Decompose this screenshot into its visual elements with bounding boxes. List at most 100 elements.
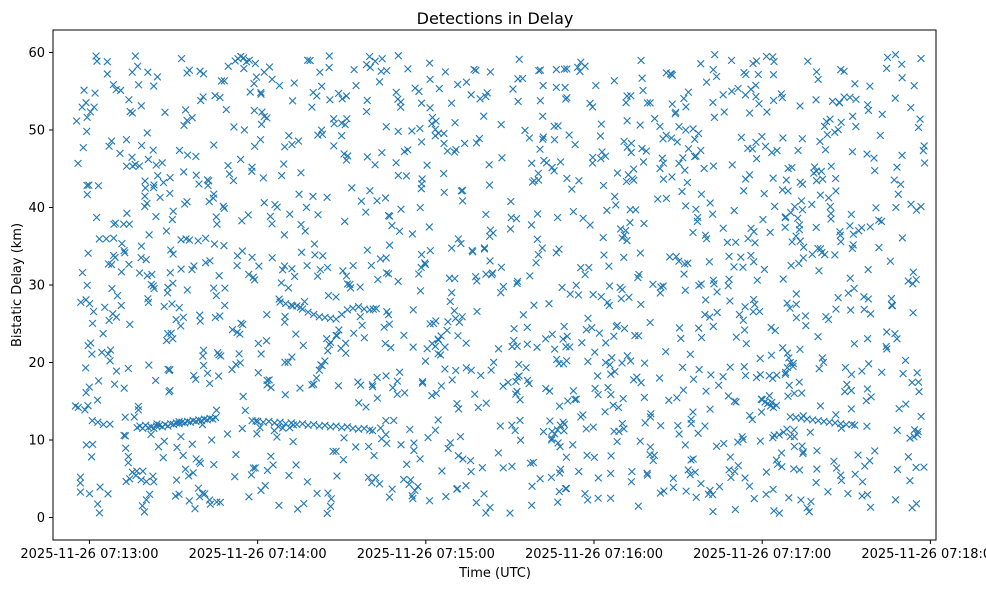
data-point bbox=[667, 134, 676, 142]
data-point bbox=[135, 269, 144, 277]
data-point bbox=[431, 426, 440, 434]
data-point bbox=[867, 393, 875, 401]
data-point bbox=[368, 382, 377, 391]
data-point bbox=[332, 447, 340, 456]
data-point bbox=[555, 402, 564, 410]
data-point bbox=[181, 106, 190, 114]
data-point bbox=[709, 322, 718, 331]
data-point bbox=[373, 196, 381, 205]
data-point bbox=[86, 108, 95, 116]
data-point bbox=[397, 205, 405, 214]
data-point bbox=[536, 96, 545, 105]
data-point bbox=[545, 299, 553, 308]
data-point bbox=[844, 289, 853, 297]
data-point bbox=[595, 329, 604, 337]
data-point bbox=[509, 85, 517, 93]
data-point bbox=[702, 234, 711, 243]
data-point bbox=[887, 294, 896, 303]
data-point bbox=[248, 163, 256, 172]
data-point bbox=[613, 321, 622, 330]
data-point bbox=[159, 178, 168, 187]
data-point bbox=[851, 470, 859, 479]
data-point bbox=[238, 424, 247, 433]
data-point bbox=[671, 108, 680, 117]
data-point bbox=[589, 423, 598, 431]
data-point bbox=[542, 159, 551, 167]
data-point bbox=[76, 298, 85, 307]
data-point bbox=[796, 345, 804, 354]
data-point bbox=[443, 326, 451, 335]
data-point bbox=[739, 263, 747, 272]
data-point bbox=[478, 463, 487, 472]
data-point bbox=[406, 476, 415, 484]
data-point bbox=[623, 92, 631, 100]
data-point bbox=[458, 313, 466, 321]
data-point bbox=[826, 202, 835, 211]
data-point bbox=[609, 401, 617, 410]
data-point bbox=[620, 324, 629, 333]
data-point bbox=[916, 115, 924, 123]
data-point bbox=[521, 126, 529, 135]
data-point bbox=[741, 303, 749, 311]
data-point bbox=[913, 430, 922, 439]
data-point bbox=[588, 103, 597, 111]
data-point bbox=[814, 332, 822, 341]
data-point bbox=[473, 307, 481, 316]
data-point bbox=[141, 202, 149, 211]
data-point bbox=[546, 417, 554, 425]
data-point bbox=[706, 405, 714, 413]
data-point bbox=[813, 465, 821, 473]
data-point bbox=[701, 296, 710, 304]
data-point bbox=[726, 297, 734, 305]
data-point bbox=[299, 341, 308, 350]
data-point bbox=[257, 350, 265, 358]
data-point bbox=[760, 265, 769, 274]
data-point bbox=[212, 406, 221, 414]
data-point bbox=[428, 391, 436, 400]
data-point bbox=[604, 383, 612, 392]
data-point bbox=[758, 132, 766, 141]
data-point bbox=[451, 366, 460, 375]
data-point bbox=[497, 120, 505, 129]
data-point bbox=[712, 442, 721, 451]
data-point bbox=[786, 208, 795, 217]
data-point bbox=[846, 93, 854, 102]
data-point bbox=[638, 74, 646, 82]
data-point bbox=[641, 419, 649, 427]
data-point bbox=[325, 52, 334, 60]
data-point bbox=[165, 366, 174, 375]
data-point bbox=[870, 154, 878, 162]
data-point bbox=[125, 260, 133, 269]
data-point bbox=[232, 450, 240, 459]
data-point bbox=[316, 265, 325, 274]
data-point bbox=[891, 50, 900, 59]
data-point bbox=[183, 69, 191, 77]
data-point bbox=[295, 190, 303, 198]
data-point bbox=[428, 120, 436, 128]
data-point bbox=[332, 331, 340, 340]
data-point bbox=[863, 490, 872, 499]
data-point bbox=[902, 400, 910, 408]
data-point bbox=[846, 222, 854, 230]
data-point bbox=[865, 457, 874, 465]
data-point bbox=[290, 272, 299, 281]
data-point bbox=[210, 141, 218, 149]
data-point bbox=[205, 379, 214, 388]
data-point bbox=[646, 99, 654, 107]
data-point bbox=[76, 473, 85, 481]
data-point bbox=[240, 64, 248, 73]
data-point bbox=[382, 122, 391, 131]
data-point bbox=[256, 88, 265, 97]
data-point bbox=[435, 84, 444, 93]
data-point bbox=[769, 70, 778, 79]
data-point bbox=[914, 378, 923, 386]
data-point bbox=[710, 280, 718, 288]
data-point bbox=[813, 446, 821, 455]
data-point bbox=[124, 458, 133, 467]
data-point bbox=[268, 75, 276, 84]
data-point bbox=[754, 70, 763, 79]
data-point bbox=[805, 507, 813, 516]
data-point bbox=[152, 212, 160, 221]
data-point bbox=[542, 384, 550, 393]
data-point bbox=[769, 403, 778, 412]
